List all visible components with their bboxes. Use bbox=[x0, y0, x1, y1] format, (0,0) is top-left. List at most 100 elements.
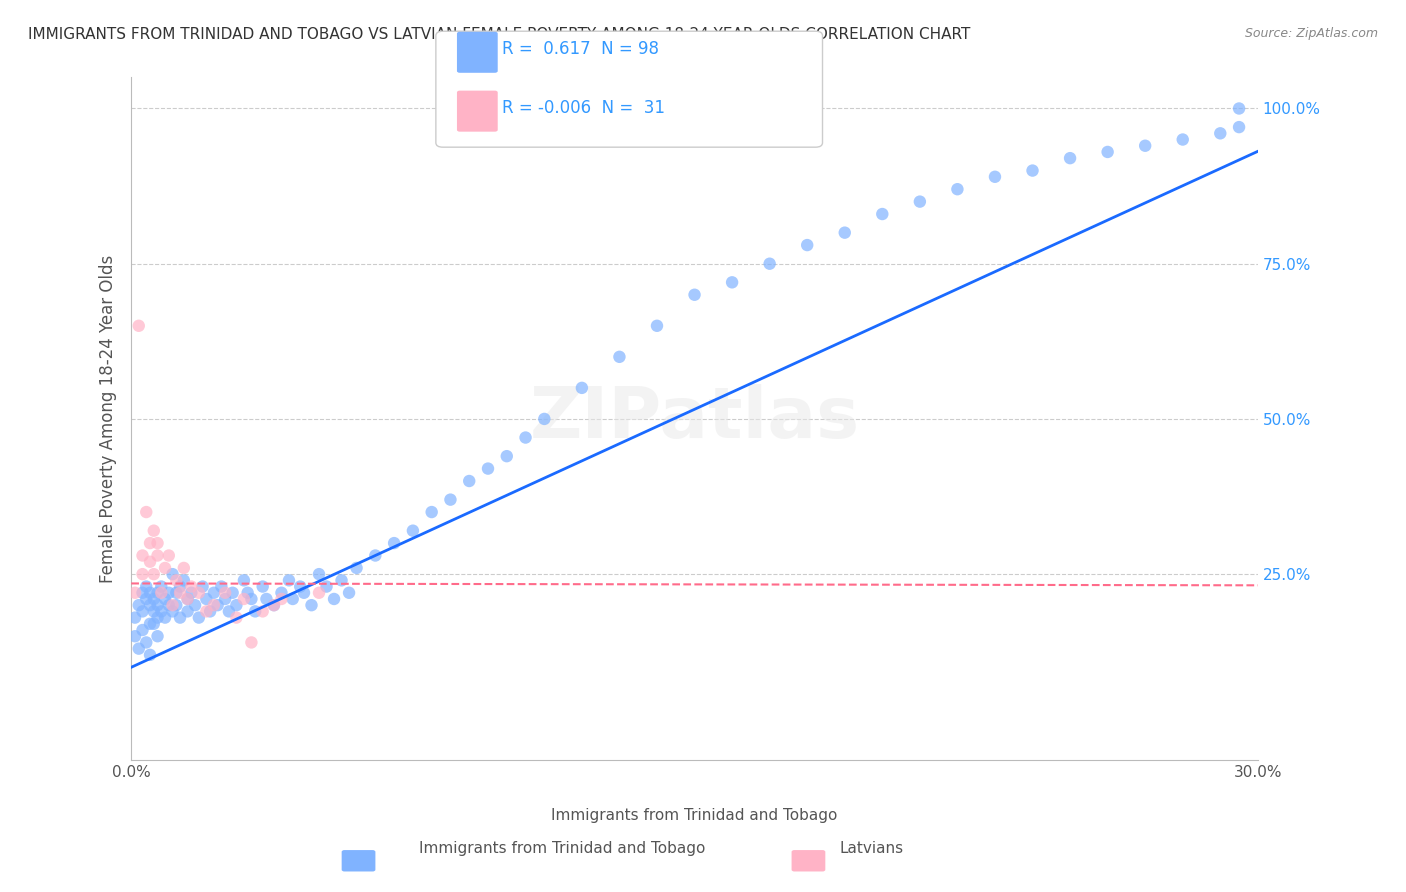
Point bbox=[165, 574, 187, 588]
Point bbox=[153, 591, 176, 606]
Point bbox=[477, 461, 499, 475]
Point bbox=[135, 635, 157, 649]
Point bbox=[1209, 126, 1232, 140]
Point bbox=[131, 586, 153, 600]
Point bbox=[165, 598, 187, 612]
Point bbox=[176, 591, 198, 606]
Point bbox=[263, 598, 285, 612]
Point bbox=[180, 586, 202, 600]
Point bbox=[165, 586, 187, 600]
Point bbox=[187, 586, 209, 600]
Point bbox=[131, 623, 153, 637]
Point bbox=[146, 598, 169, 612]
Text: R = -0.006  N =  31: R = -0.006 N = 31 bbox=[502, 99, 665, 117]
Text: ZIPatlas: ZIPatlas bbox=[530, 384, 859, 453]
Point bbox=[176, 604, 198, 618]
Point bbox=[142, 524, 165, 538]
Point bbox=[683, 287, 706, 301]
Point bbox=[157, 549, 180, 563]
Point bbox=[169, 580, 191, 594]
Text: Immigrants from Trinidad and Tobago: Immigrants from Trinidad and Tobago bbox=[419, 841, 706, 856]
Point bbox=[290, 580, 312, 594]
Point bbox=[150, 604, 173, 618]
Point bbox=[124, 629, 146, 643]
Point bbox=[169, 610, 191, 624]
Point bbox=[198, 604, 221, 618]
Point bbox=[139, 555, 162, 569]
Point bbox=[1133, 138, 1156, 153]
Point bbox=[157, 598, 180, 612]
Point bbox=[162, 598, 184, 612]
Point bbox=[946, 182, 969, 196]
Point bbox=[142, 591, 165, 606]
Point bbox=[1059, 151, 1081, 165]
Point bbox=[184, 598, 207, 612]
Point bbox=[146, 610, 169, 624]
Text: Immigrants from Trinidad and Tobago: Immigrants from Trinidad and Tobago bbox=[551, 808, 838, 823]
Point bbox=[128, 318, 150, 333]
Point bbox=[252, 604, 274, 618]
Text: R =  0.617  N = 98: R = 0.617 N = 98 bbox=[502, 40, 659, 58]
Point bbox=[173, 574, 195, 588]
Y-axis label: Female Poverty Among 18-24 Year Olds: Female Poverty Among 18-24 Year Olds bbox=[100, 255, 117, 583]
Point bbox=[150, 586, 173, 600]
Point bbox=[135, 591, 157, 606]
Point bbox=[834, 226, 856, 240]
Point bbox=[252, 580, 274, 594]
Point bbox=[139, 648, 162, 662]
Point bbox=[609, 350, 631, 364]
Point bbox=[243, 604, 266, 618]
Point bbox=[146, 629, 169, 643]
Point bbox=[135, 580, 157, 594]
Point bbox=[176, 591, 198, 606]
Point bbox=[236, 586, 259, 600]
Point bbox=[157, 586, 180, 600]
Point bbox=[346, 561, 368, 575]
Point bbox=[796, 238, 818, 252]
Point bbox=[984, 169, 1007, 184]
Point bbox=[1227, 120, 1250, 134]
Point bbox=[256, 591, 278, 606]
Point bbox=[214, 586, 236, 600]
Point bbox=[301, 598, 323, 612]
Point bbox=[872, 207, 894, 221]
Point bbox=[420, 505, 443, 519]
Point bbox=[135, 505, 157, 519]
Point bbox=[214, 591, 236, 606]
Point bbox=[270, 591, 292, 606]
Point bbox=[218, 604, 240, 618]
Point bbox=[142, 604, 165, 618]
Point bbox=[124, 610, 146, 624]
Point bbox=[645, 318, 668, 333]
Point bbox=[281, 591, 304, 606]
Point bbox=[146, 549, 169, 563]
Point bbox=[495, 449, 517, 463]
Point bbox=[278, 574, 301, 588]
Point bbox=[263, 598, 285, 612]
Point bbox=[364, 549, 387, 563]
Point bbox=[146, 586, 169, 600]
Point bbox=[146, 536, 169, 550]
Point bbox=[195, 604, 218, 618]
Point bbox=[515, 431, 537, 445]
Point bbox=[221, 586, 243, 600]
Point bbox=[180, 580, 202, 594]
Point bbox=[128, 641, 150, 656]
Point bbox=[270, 586, 292, 600]
Point bbox=[153, 561, 176, 575]
Point bbox=[308, 567, 330, 582]
Point bbox=[128, 598, 150, 612]
Point bbox=[402, 524, 425, 538]
Point bbox=[533, 412, 555, 426]
Point bbox=[162, 567, 184, 582]
Point bbox=[240, 591, 263, 606]
Point bbox=[202, 598, 225, 612]
Point bbox=[209, 580, 232, 594]
Point bbox=[131, 567, 153, 582]
Point bbox=[142, 616, 165, 631]
Point bbox=[131, 604, 153, 618]
Point bbox=[1227, 102, 1250, 116]
Point bbox=[173, 561, 195, 575]
Text: Source: ZipAtlas.com: Source: ZipAtlas.com bbox=[1244, 27, 1378, 40]
Point bbox=[150, 580, 173, 594]
